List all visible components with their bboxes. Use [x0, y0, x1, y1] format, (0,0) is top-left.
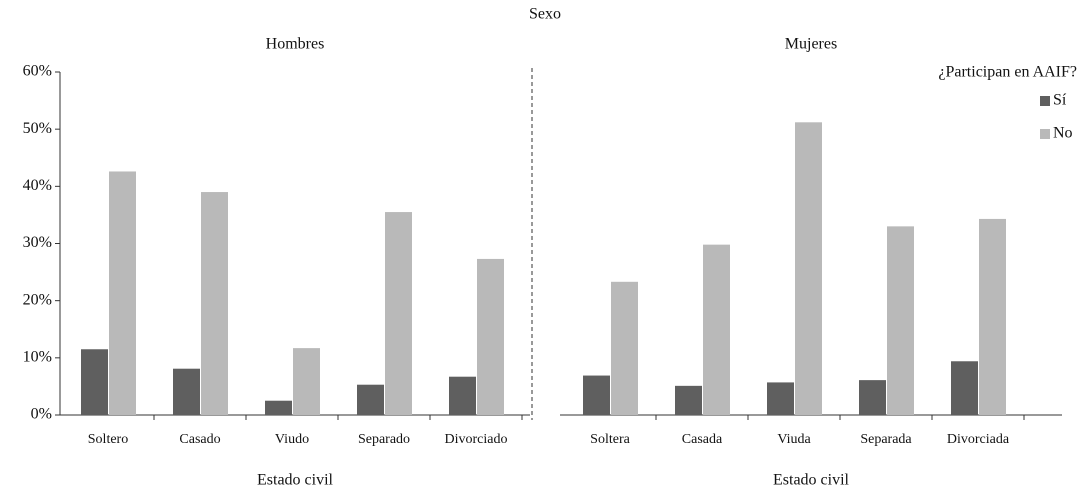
- bar: [109, 171, 136, 415]
- legend-label: No: [1053, 125, 1073, 142]
- bar: [887, 226, 914, 415]
- bar: [583, 375, 610, 415]
- panel-title: Hombres: [266, 36, 325, 53]
- bar: [265, 400, 292, 415]
- y-tick-label: 40%: [23, 177, 52, 194]
- bar: [293, 348, 320, 415]
- x-tick-label: Divorciada: [947, 432, 1010, 447]
- bar: [703, 244, 730, 415]
- x-tick-label: Viuda: [777, 432, 811, 447]
- x-tick-label: Soltero: [88, 432, 128, 447]
- x-axis-label: Estado civil: [773, 472, 850, 489]
- bar: [477, 258, 504, 415]
- legend-label: Sí: [1053, 92, 1067, 109]
- bar: [979, 218, 1006, 415]
- bar: [767, 382, 794, 415]
- x-tick-label: Casada: [682, 432, 723, 447]
- y-tick-label: 10%: [23, 349, 52, 366]
- bar: [675, 385, 702, 415]
- x-tick-label: Separado: [358, 432, 410, 447]
- panel-title: Mujeres: [785, 36, 837, 53]
- y-tick-label: 30%: [23, 234, 52, 251]
- bar: [81, 349, 108, 415]
- bar: [385, 212, 412, 415]
- y-tick-label: 50%: [23, 120, 52, 137]
- bar: [201, 192, 228, 415]
- legend-swatch: [1040, 96, 1050, 106]
- x-tick-label: Separada: [860, 432, 912, 447]
- x-axis-label: Estado civil: [257, 472, 334, 489]
- legend-title: ¿Participan en AAIF?: [938, 64, 1077, 81]
- chart-title: Sexo: [529, 6, 561, 23]
- x-tick-label: Divorciado: [445, 432, 508, 447]
- y-tick-label: 0%: [31, 406, 52, 423]
- x-tick-label: Casado: [179, 432, 220, 447]
- x-tick-label: Soltera: [590, 432, 630, 447]
- x-tick-label: Viudo: [275, 432, 309, 447]
- bar: [951, 361, 978, 415]
- bar: [859, 380, 886, 415]
- bar: [795, 122, 822, 415]
- y-tick-label: 20%: [23, 291, 52, 308]
- bar: [173, 368, 200, 415]
- bar: [449, 376, 476, 415]
- bar: [357, 384, 384, 415]
- legend-swatch: [1040, 129, 1050, 139]
- y-tick-label: 60%: [23, 63, 52, 80]
- bar: [611, 281, 638, 415]
